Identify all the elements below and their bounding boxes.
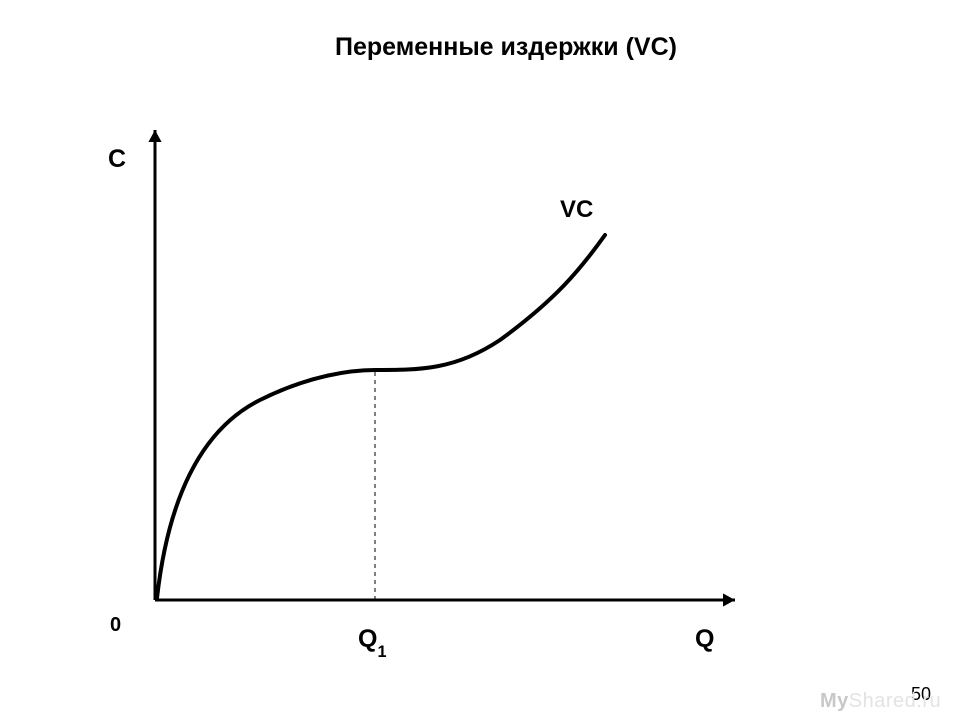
vc-curve-label: VC — [560, 196, 593, 224]
q1-tick-label: Q1 — [358, 625, 387, 658]
x-axis-label: Q — [695, 625, 714, 654]
origin-label: 0 — [110, 614, 121, 637]
watermark: MyShared.ru — [820, 690, 941, 713]
y-axis-label: C — [108, 145, 126, 174]
chart-title: Переменные издержки (VC) — [335, 33, 677, 62]
vc-chart — [0, 0, 960, 720]
